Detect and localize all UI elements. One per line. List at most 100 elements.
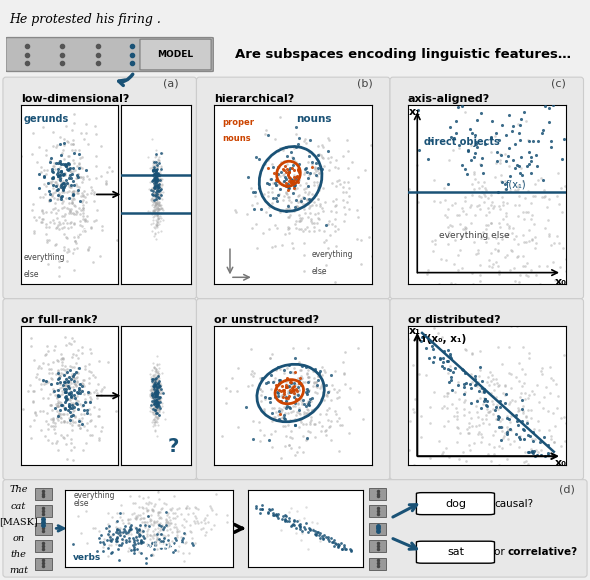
Point	[503, 430, 512, 439]
Point	[476, 108, 486, 117]
Point	[339, 202, 349, 212]
Point	[483, 204, 493, 213]
Point	[152, 407, 161, 416]
Point	[154, 209, 163, 219]
Point	[50, 424, 59, 433]
Point	[78, 174, 87, 183]
Point	[473, 202, 482, 211]
Point	[263, 191, 273, 201]
Point	[273, 410, 283, 419]
Point	[487, 248, 496, 258]
Point	[138, 509, 148, 518]
Point	[289, 177, 298, 186]
Point	[489, 374, 498, 383]
Point	[153, 205, 162, 215]
Point	[473, 396, 482, 405]
Point	[304, 372, 314, 382]
Point	[479, 387, 489, 396]
Point	[63, 380, 72, 389]
Point	[70, 390, 79, 400]
Point	[487, 396, 497, 405]
Point	[505, 462, 514, 472]
Point	[97, 171, 106, 180]
Point	[26, 433, 35, 443]
Point	[474, 191, 484, 201]
Point	[101, 176, 111, 186]
Point	[151, 204, 160, 213]
Point	[74, 380, 83, 389]
Point	[518, 207, 527, 216]
Point	[150, 380, 159, 390]
Point	[151, 165, 160, 175]
Point	[530, 233, 540, 242]
Point	[96, 386, 106, 396]
Point	[104, 519, 113, 528]
Point	[483, 372, 493, 382]
Point	[307, 159, 317, 168]
Point	[540, 224, 549, 233]
Point	[467, 422, 477, 431]
Point	[94, 379, 103, 389]
Point	[299, 199, 308, 208]
Point	[76, 206, 86, 215]
Point	[305, 427, 314, 437]
Point	[150, 205, 159, 214]
Point	[146, 550, 156, 560]
Point	[124, 519, 134, 528]
Point	[64, 373, 73, 382]
Point	[152, 187, 162, 196]
Point	[303, 194, 312, 203]
Point	[505, 186, 514, 195]
Point	[153, 173, 162, 182]
Point	[72, 376, 81, 386]
Point	[234, 422, 243, 432]
Point	[329, 541, 339, 550]
Point	[154, 383, 163, 392]
Point	[494, 238, 503, 248]
Point	[150, 175, 160, 184]
Point	[444, 452, 454, 462]
Point	[461, 96, 471, 105]
Point	[509, 263, 519, 273]
Point	[333, 164, 342, 173]
Point	[59, 202, 68, 212]
Point	[543, 450, 553, 459]
Point	[454, 380, 463, 390]
Point	[313, 180, 323, 189]
Point	[155, 379, 165, 389]
Point	[77, 188, 86, 198]
Point	[85, 431, 94, 440]
Point	[299, 513, 309, 523]
Point	[88, 370, 97, 379]
Point	[70, 417, 79, 426]
Point	[58, 219, 68, 228]
Point	[247, 223, 257, 232]
Point	[294, 422, 304, 432]
Point	[268, 508, 277, 517]
Point	[60, 179, 69, 188]
Text: Nullspace: Nullspace	[143, 541, 185, 550]
Point	[44, 187, 54, 196]
Point	[40, 179, 49, 188]
Point	[291, 391, 300, 400]
Point	[266, 393, 275, 403]
Point	[460, 345, 470, 354]
Point	[480, 387, 489, 397]
Point	[500, 382, 510, 391]
Point	[98, 546, 107, 555]
Point	[477, 161, 486, 170]
Point	[112, 524, 122, 534]
Point	[150, 176, 159, 186]
Point	[270, 392, 280, 401]
Point	[519, 406, 528, 415]
Point	[460, 165, 470, 174]
Point	[153, 367, 162, 376]
Point	[155, 407, 164, 416]
Point	[149, 179, 159, 188]
Point	[316, 151, 326, 160]
Point	[283, 224, 293, 234]
Point	[465, 445, 474, 454]
Point	[286, 388, 295, 397]
Point	[282, 401, 291, 411]
Point	[152, 405, 161, 415]
